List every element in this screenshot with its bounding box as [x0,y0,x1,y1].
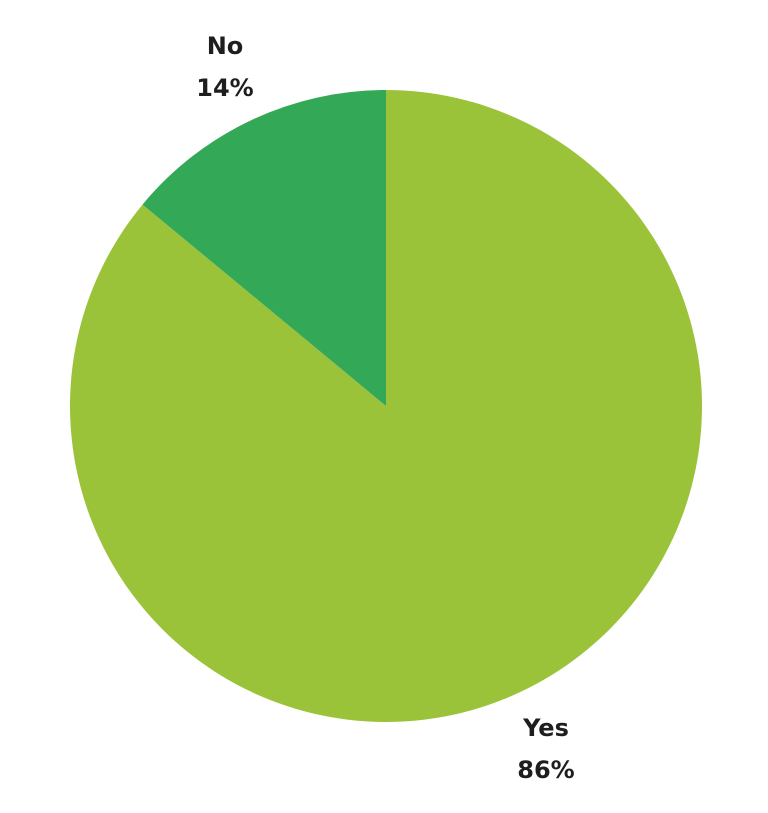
value-no: 14% [196,74,253,102]
label-no: No [207,32,244,60]
label-yes: Yes [522,714,569,742]
pie-slice-no [142,90,386,406]
value-yes: 86% [517,756,574,784]
